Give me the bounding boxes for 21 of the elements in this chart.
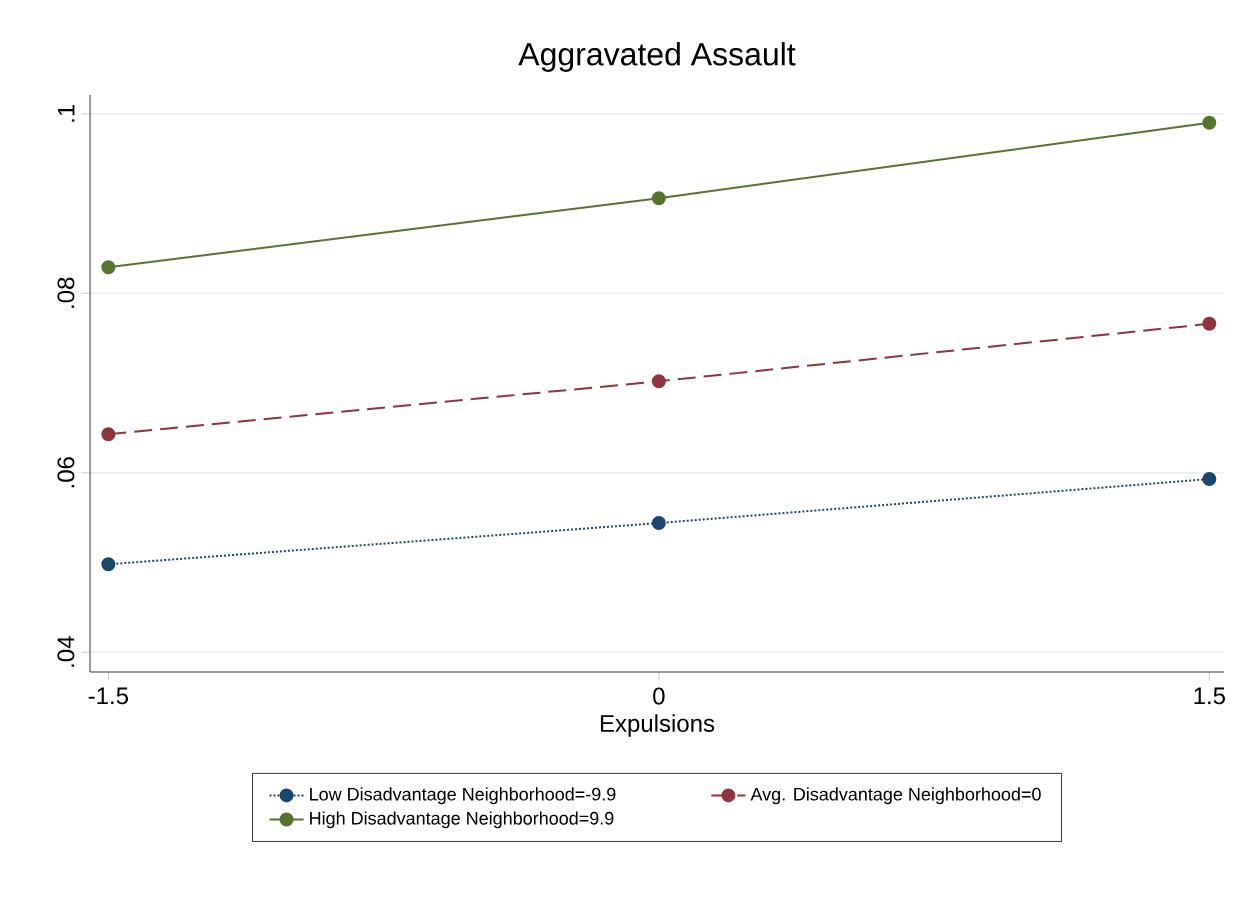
point — [651, 191, 666, 206]
x-tick-label: 0 — [653, 687, 665, 705]
chart-title: Aggravated Assault — [518, 42, 796, 72]
y-tick-label: .1 — [57, 104, 75, 122]
x-axis-title: Expulsions — [600, 714, 715, 737]
point — [1202, 472, 1217, 487]
y-tick-label: .04 — [57, 636, 75, 667]
point — [101, 427, 116, 442]
point — [101, 557, 116, 572]
x-tick-label: -1.5 — [88, 687, 129, 705]
point — [651, 516, 666, 531]
legend-label: Low Disadvantage Neighborhood=-9.9 — [310, 787, 616, 805]
point — [1202, 316, 1217, 331]
point — [101, 260, 116, 275]
y-tick-label: .08 — [57, 277, 75, 308]
point — [651, 374, 666, 389]
legend-label: High Disadvantage Neighborhood=9.9 — [310, 811, 614, 829]
y-tick-label: .06 — [57, 457, 75, 488]
legend-label: Avg. Disadvantage Neighborhood=0 — [750, 787, 1041, 805]
x-tick-label: 1.5 — [1194, 687, 1225, 705]
point — [1202, 115, 1217, 130]
